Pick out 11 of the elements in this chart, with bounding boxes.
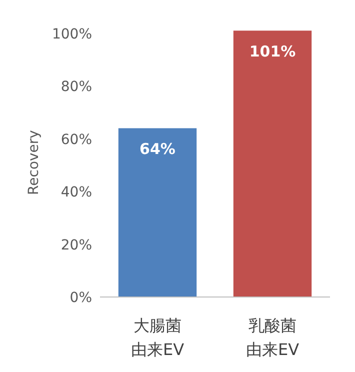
y-axis-title: Recovery bbox=[26, 130, 42, 195]
y-tick-label: 20% bbox=[60, 237, 92, 254]
data-label: 101% bbox=[249, 42, 296, 61]
x-tick-label: 大腸菌由来EV bbox=[130, 316, 184, 359]
x-tick-label: 乳酸菌由来EV bbox=[246, 316, 300, 359]
y-tick-label: 100% bbox=[52, 26, 92, 42]
y-tick-label: 40% bbox=[60, 184, 92, 201]
data-label: 64% bbox=[140, 140, 176, 158]
y-tick-label: 0% bbox=[70, 290, 92, 306]
y-tick-label: 60% bbox=[60, 132, 92, 148]
y-tick-label: 80% bbox=[60, 79, 92, 96]
